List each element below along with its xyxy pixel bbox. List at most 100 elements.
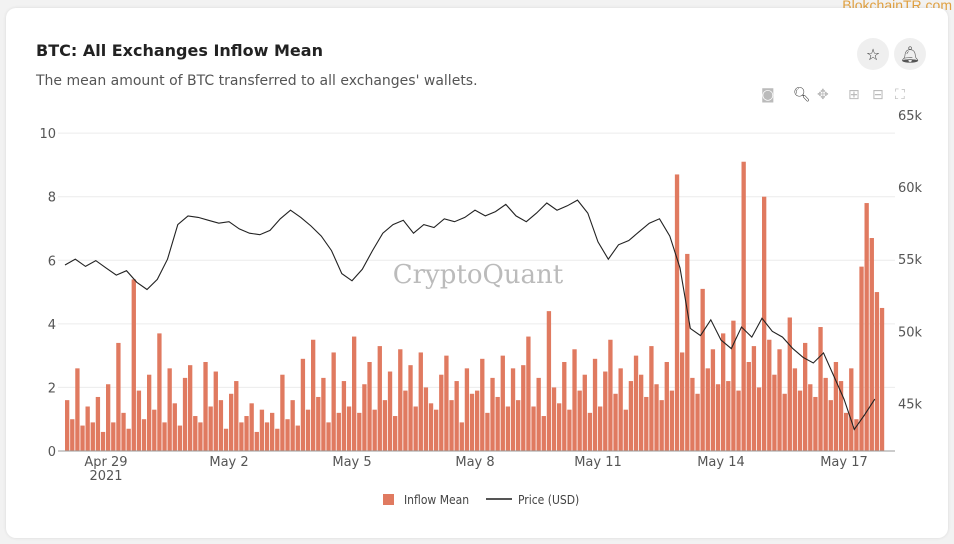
inflow-bar[interactable] (188, 365, 193, 451)
inflow-bar[interactable] (275, 428, 280, 451)
inflow-bar[interactable] (705, 368, 710, 451)
zoom-icon[interactable]: 🔍︎ (793, 87, 811, 103)
inflow-bar[interactable] (208, 406, 213, 451)
inflow-bar[interactable] (382, 400, 388, 451)
inflow-bar[interactable] (106, 384, 111, 451)
inflow-bar[interactable] (439, 374, 444, 451)
inflow-bar[interactable] (623, 409, 628, 451)
inflow-bar[interactable] (680, 352, 685, 451)
inflow-bar[interactable] (562, 361, 567, 451)
inflow-bar[interactable] (844, 412, 849, 451)
inflow-bar[interactable] (669, 390, 675, 451)
inflow-bar[interactable] (587, 412, 593, 451)
inflow-bar[interactable] (772, 374, 777, 451)
inflow-bar[interactable] (357, 412, 362, 451)
camera-icon[interactable]: ◙ (761, 87, 775, 103)
inflow-bar[interactable] (157, 333, 162, 451)
inflow-bar[interactable] (403, 390, 408, 451)
inflow-bar[interactable] (541, 416, 546, 451)
notification-button[interactable]: 🔔︎ (894, 38, 926, 70)
inflow-bar[interactable] (674, 174, 680, 451)
inflow-bar[interactable] (618, 368, 623, 451)
inflow-bar[interactable] (838, 381, 844, 451)
inflow-bar[interactable] (331, 352, 336, 451)
inflow-bar[interactable] (756, 387, 762, 451)
inflow-bar[interactable] (823, 377, 828, 451)
pan-icon[interactable]: ✥ (817, 87, 829, 103)
inflow-bar[interactable] (111, 422, 116, 451)
inflow-bar[interactable] (721, 333, 726, 451)
inflow-bar[interactable] (469, 393, 475, 451)
inflow-bar[interactable] (782, 393, 787, 451)
inflow-bar[interactable] (854, 419, 859, 451)
inflow-bar[interactable] (577, 390, 582, 451)
inflow-bar[interactable] (767, 339, 772, 451)
inflow-bar[interactable] (659, 400, 664, 451)
inflow-bar[interactable] (346, 406, 352, 451)
inflow-bar[interactable] (639, 374, 644, 451)
inflow-bar[interactable] (177, 425, 183, 451)
inflow-bar[interactable] (290, 400, 295, 451)
inflow-bar[interactable] (70, 419, 75, 451)
inflow-bar[interactable] (869, 238, 874, 451)
inflow-bar[interactable] (741, 161, 746, 452)
inflow-bar[interactable] (229, 393, 234, 451)
inflow-bar[interactable] (546, 311, 552, 451)
inflow-bar[interactable] (95, 396, 101, 451)
inflow-bar[interactable] (223, 428, 229, 451)
inflow-bar[interactable] (305, 409, 311, 451)
inflow-bar[interactable] (147, 374, 152, 451)
inflow-bar[interactable] (244, 416, 249, 451)
inflow-bar[interactable] (131, 279, 136, 451)
inflow-bar[interactable] (567, 409, 572, 451)
inflow-bar[interactable] (495, 396, 500, 451)
inflow-bar[interactable] (264, 422, 270, 451)
inflow-bar[interactable] (551, 387, 557, 451)
inflow-bar[interactable] (715, 384, 721, 451)
inflow-bar[interactable] (521, 365, 526, 451)
inflow-bar[interactable] (311, 339, 316, 451)
inflow-bar[interactable] (526, 336, 531, 451)
inflow-bar[interactable] (300, 358, 306, 451)
inflow-bar[interactable] (444, 355, 449, 451)
inflow-bar[interactable] (685, 253, 690, 451)
inflow-bar[interactable] (531, 406, 536, 451)
inflow-bar[interactable] (423, 387, 429, 451)
inflow-bar[interactable] (182, 377, 188, 451)
inflow-bar[interactable] (80, 425, 85, 451)
inflow-bar[interactable] (516, 400, 521, 451)
inflow-bar[interactable] (234, 381, 239, 451)
inflow-bar[interactable] (500, 355, 505, 451)
inflow-bar[interactable] (664, 361, 669, 451)
inflow-bar[interactable] (490, 377, 495, 451)
inflow-bar[interactable] (321, 377, 326, 451)
inflow-bar[interactable] (136, 390, 142, 451)
inflow-bar[interactable] (90, 422, 95, 451)
inflow-bar[interactable] (393, 416, 398, 451)
inflow-bar[interactable] (126, 428, 131, 451)
inflow-bar[interactable] (193, 416, 198, 451)
inflow-bar[interactable] (726, 381, 731, 451)
zoom-out-icon[interactable]: ⊟ (872, 87, 884, 103)
inflow-bar[interactable] (792, 368, 798, 451)
inflow-bar[interactable] (203, 361, 208, 451)
legend-price[interactable]: Price (USD) (486, 493, 579, 507)
inflow-bar[interactable] (464, 368, 470, 451)
inflow-bar[interactable] (859, 266, 864, 451)
inflow-bar[interactable] (75, 368, 80, 451)
inflow-bar[interactable] (700, 288, 705, 451)
inflow-bar[interactable] (367, 361, 372, 451)
inflow-bar[interactable] (864, 203, 869, 451)
inflow-bar[interactable] (295, 425, 300, 451)
inflow-bar[interactable] (459, 422, 464, 451)
inflow-bar[interactable] (398, 349, 403, 451)
inflow-bar[interactable] (874, 292, 880, 451)
inflow-bar[interactable] (485, 412, 490, 451)
inflow-bar[interactable] (341, 381, 347, 451)
inflow-bar[interactable] (254, 431, 259, 451)
inflow-bar[interactable] (710, 349, 716, 451)
inflow-bar[interactable] (352, 336, 357, 451)
inflow-bar[interactable] (787, 317, 792, 451)
inflow-bar[interactable] (644, 396, 649, 451)
